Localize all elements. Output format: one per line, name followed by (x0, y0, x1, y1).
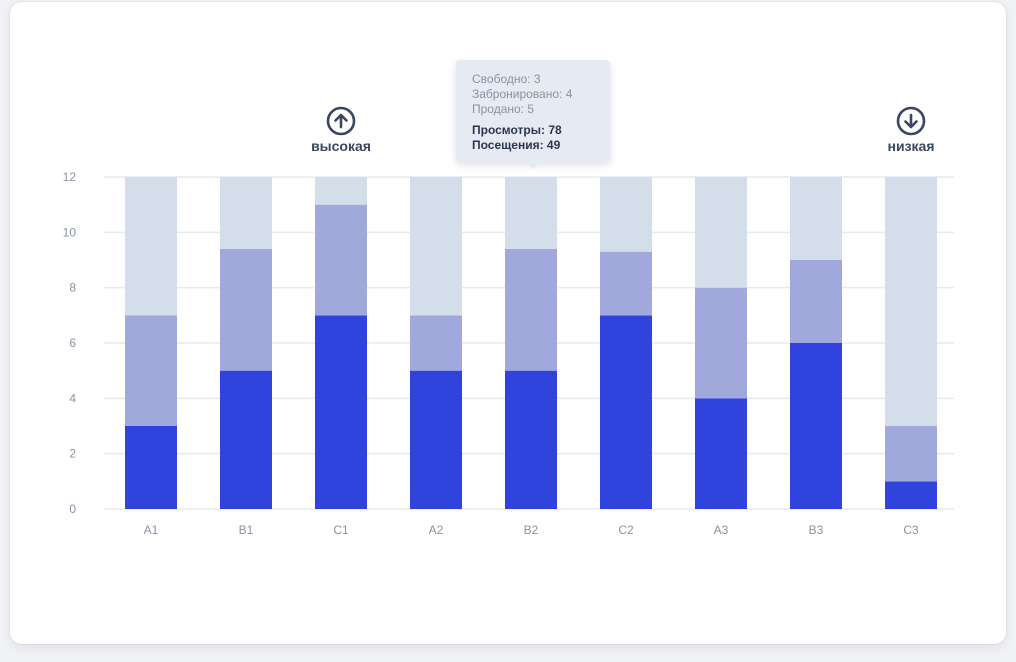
bar-stack[interactable] (410, 177, 462, 509)
x-tick-label: C2 (618, 523, 634, 537)
bar-segment-sold[interactable] (220, 370, 272, 509)
bar-segment-sold[interactable] (695, 398, 747, 509)
bar-segment-free[interactable] (220, 177, 272, 249)
x-tick-label: C1 (333, 523, 349, 537)
bar-stack[interactable] (125, 177, 177, 509)
bar-segment-booked[interactable] (220, 248, 272, 371)
arrow-down-circle-icon (896, 106, 926, 136)
bar-stack[interactable] (315, 177, 367, 509)
bar-segment-sold[interactable] (885, 481, 937, 509)
bar-segment-booked[interactable] (790, 260, 842, 343)
bars (125, 177, 937, 509)
bar-segment-booked[interactable] (885, 426, 937, 482)
high-marker: высокая (311, 106, 371, 154)
arrow-up-glyph (334, 113, 348, 129)
bar-segment-free[interactable] (600, 177, 652, 252)
bar-segment-sold[interactable] (125, 426, 177, 509)
y-tick-label: 0 (69, 502, 76, 516)
x-tick-label: B3 (809, 523, 824, 537)
tooltip-free: Свободно: 3 (472, 72, 541, 86)
x-tick-label: A1 (144, 523, 159, 537)
bar-segment-booked[interactable] (505, 248, 557, 371)
bar-stack[interactable] (885, 177, 937, 509)
bar-segment-free[interactable] (885, 177, 937, 426)
bar-stack[interactable] (600, 177, 652, 509)
bar-segment-booked[interactable] (600, 251, 652, 316)
bar-segment-sold[interactable] (410, 370, 462, 509)
bar-segment-sold[interactable] (790, 343, 842, 509)
bar-stack[interactable] (220, 177, 272, 509)
bar-segment-free[interactable] (410, 177, 462, 316)
bar-segment-booked[interactable] (125, 315, 177, 426)
arrow-up-circle-icon (326, 106, 356, 136)
x-tick-label: C3 (903, 523, 919, 537)
bar-segment-free[interactable] (505, 177, 557, 249)
bar-segment-free[interactable] (315, 177, 367, 205)
x-axis-labels: A1 B1 C1 A2 B2 C2 A3 B3 C3 (144, 523, 919, 537)
x-tick-label: A3 (714, 523, 729, 537)
x-tick-label: B2 (524, 523, 539, 537)
bar-segment-sold[interactable] (600, 315, 652, 509)
bar-segment-sold[interactable] (505, 370, 557, 509)
bar-segment-free[interactable] (125, 177, 177, 316)
bar-segment-sold[interactable] (315, 315, 367, 509)
tooltip-visits: Посещения: 49 (472, 138, 561, 152)
bar-segment-booked[interactable] (315, 204, 367, 316)
y-tick-label: 4 (69, 391, 76, 405)
y-tick-label: 6 (69, 336, 76, 350)
y-axis-ticks: 0 2 4 6 8 10 12 (63, 170, 77, 516)
bar-stack[interactable] (505, 177, 557, 509)
x-tick-label: A2 (429, 523, 444, 537)
high-marker-label: высокая (311, 138, 371, 154)
markers: высокая низкая (311, 106, 935, 154)
bar-segment-free[interactable] (790, 177, 842, 260)
bar-segment-free[interactable] (695, 177, 747, 288)
y-tick-label: 8 (69, 281, 76, 295)
bar-stack[interactable] (695, 177, 747, 509)
tooltip-sold: Продано: 5 (472, 102, 535, 116)
y-tick-label: 2 (69, 447, 76, 461)
tooltip-booked: Забронировано: 4 (472, 87, 573, 101)
low-marker-label: низкая (888, 138, 935, 154)
bar-segment-booked[interactable] (695, 287, 747, 399)
bar-tooltip: Свободно: 3 Забронировано: 4 Продано: 5 … (456, 60, 610, 169)
arrow-down-glyph (904, 113, 918, 129)
y-tick-label: 10 (63, 225, 77, 239)
low-marker: низкая (888, 106, 935, 154)
bar-segment-booked[interactable] (410, 315, 462, 371)
y-tick-label: 12 (63, 170, 77, 184)
tooltip-views: Просмотры: 78 (472, 123, 562, 137)
bar-stack[interactable] (790, 177, 842, 509)
x-tick-label: B1 (239, 523, 254, 537)
